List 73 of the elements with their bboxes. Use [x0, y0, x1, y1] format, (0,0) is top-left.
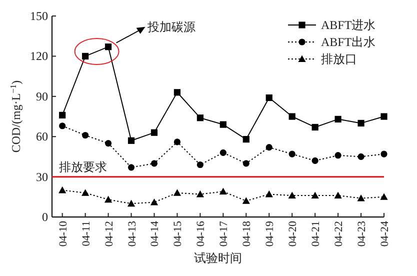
point [58, 186, 66, 194]
point [334, 116, 342, 122]
point [311, 192, 319, 199]
point [196, 190, 204, 198]
point [380, 193, 388, 200]
x-tick-label: 04-12 [103, 221, 116, 247]
point [220, 149, 226, 156]
y-tick-label: 150 [30, 9, 48, 23]
point [334, 192, 342, 199]
point [150, 198, 158, 206]
point [196, 114, 204, 122]
annotation: 投加碳源 [146, 20, 196, 34]
point [242, 197, 250, 204]
point [288, 150, 296, 158]
point [358, 120, 364, 126]
point [59, 112, 66, 118]
point [150, 160, 158, 167]
point [82, 132, 89, 139]
point [104, 196, 112, 203]
point [242, 136, 250, 143]
x-tick-label: 04-22 [333, 221, 346, 247]
legend-label: ABFT进水 [321, 18, 376, 32]
x-tick-label: 04-10 [57, 220, 70, 247]
point [59, 122, 66, 130]
point [104, 44, 112, 50]
point [82, 189, 90, 196]
x-tick-label: 04-19 [264, 220, 276, 247]
point [242, 160, 250, 167]
point [312, 124, 318, 131]
point [174, 89, 181, 96]
point [128, 164, 135, 171]
point [174, 138, 181, 146]
x-axis-title: 试验时间 [194, 251, 242, 265]
y-tick-label: 0 [42, 210, 48, 224]
point [312, 157, 318, 164]
point [196, 161, 204, 168]
x-tick-label: 04-17 [218, 220, 230, 247]
legend-label: ABFT出水 [321, 35, 376, 49]
point [150, 129, 158, 136]
point [266, 144, 272, 151]
x-tick-label: 04-23 [356, 220, 368, 247]
x-tick-label: 04-15 [172, 220, 184, 247]
x-tick-label: 04-20 [287, 220, 300, 247]
point [104, 140, 112, 147]
point [128, 137, 135, 144]
point [288, 113, 296, 120]
point [334, 152, 342, 159]
point [265, 190, 273, 198]
point [219, 188, 227, 195]
x-tick-label: 04-18 [241, 220, 254, 247]
x-tick-label: 04-16 [195, 220, 208, 247]
point [288, 192, 296, 199]
point [358, 153, 364, 160]
x-tick-label: 04-24 [379, 220, 391, 247]
x-tick-label: 04-21 [310, 221, 322, 247]
point [380, 113, 388, 120]
ref-line: 排放要求 [52, 160, 384, 178]
y-tick-label: 120 [30, 49, 48, 64]
point [266, 94, 272, 102]
y-tick-label: 90 [36, 89, 48, 104]
x-tick-label: 04-13 [126, 220, 138, 247]
point [220, 121, 226, 128]
x-tick-label: 04-11 [80, 221, 92, 246]
point [357, 194, 365, 202]
y-tick-label: 60 [36, 130, 48, 144]
point [173, 189, 182, 196]
y-tick-label: 30 [36, 170, 48, 184]
point [380, 150, 388, 158]
ref-line-label: 排放要求 [59, 160, 107, 174]
legend-label: 排放口 [321, 52, 357, 66]
point [127, 200, 136, 207]
x-tick-label: 04-14 [149, 220, 162, 247]
point [82, 52, 89, 60]
